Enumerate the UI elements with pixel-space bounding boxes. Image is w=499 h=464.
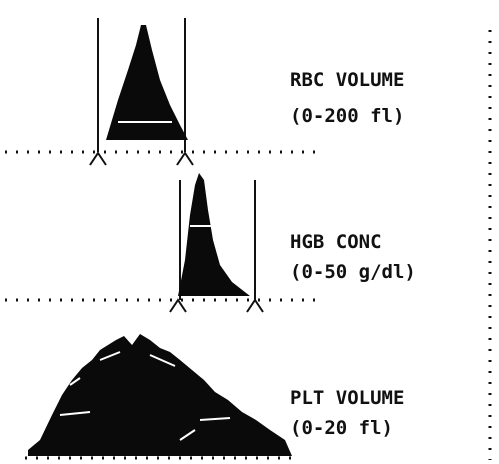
histogram (106, 25, 188, 140)
histogram (178, 173, 250, 296)
panel-range: (0-200 fl) (290, 105, 404, 127)
arrows (169, 298, 264, 313)
arrows (89, 151, 194, 166)
plt-histogram: PLT VOLUME (0-20 fl) (25, 334, 404, 460)
rbc-histogram: RBC VOLUME (0-200 fl) (5, 18, 404, 166)
panel-range: (0-50 g/dl) (290, 261, 416, 283)
panel-title: PLT VOLUME (290, 387, 404, 409)
panel-range: (0-20 fl) (290, 417, 393, 439)
panel-title: HGB CONC (290, 231, 382, 253)
hgb-histogram: HGB CONC (0-50 g/dl) (5, 173, 416, 313)
noise (59, 351, 231, 441)
panel-title: RBC VOLUME (290, 69, 404, 91)
histogram (28, 334, 292, 456)
